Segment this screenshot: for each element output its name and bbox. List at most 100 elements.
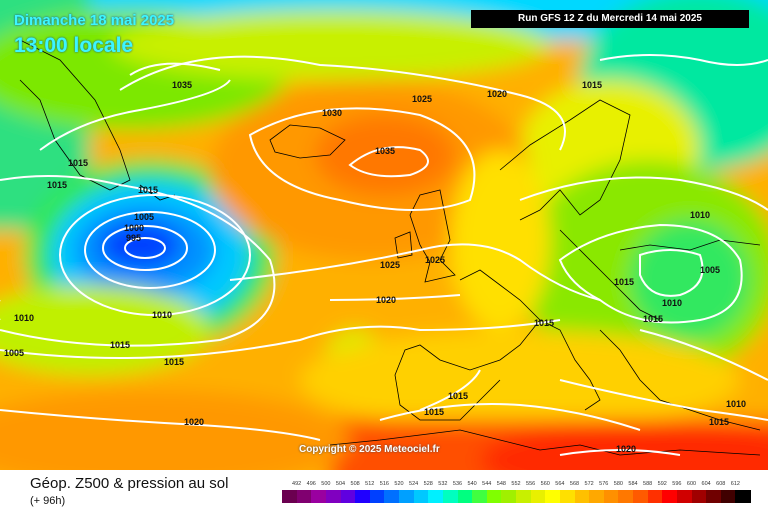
legend-swatch — [384, 490, 400, 503]
legend-swatch — [691, 490, 707, 503]
forecast-lead-time: (+ 96h) — [30, 495, 66, 507]
isobar-label: 1015 — [47, 180, 67, 190]
forecast-date: Dimanche 18 mai 2025 — [14, 12, 175, 29]
isobar-label: 1025 — [380, 260, 400, 270]
legend-tick-label: 612 — [730, 481, 740, 487]
isobar-label: 1000 — [124, 223, 144, 233]
legend-swatch — [413, 490, 429, 503]
isobar-label: 1015 — [164, 357, 184, 367]
legend-tick-labels: 492 496 500 504 508 512 516 520 524 528 532 536 540 5… — [282, 481, 750, 489]
isobar-label: 1015 — [582, 80, 602, 90]
legend-tick-label: 540 — [467, 481, 477, 487]
legend-swatch — [282, 490, 298, 503]
legend-swatch — [647, 490, 663, 503]
isobar-label: 1020 — [184, 417, 204, 427]
isobar-label: 1010 — [690, 210, 710, 220]
legend-tick-label: 592 — [657, 481, 667, 487]
legend-tick-label: 536 — [452, 481, 463, 487]
legend-swatch — [706, 490, 722, 503]
legend-swatch — [369, 490, 385, 503]
isobar-label: 1035 — [172, 80, 192, 90]
isobar-label: 1010 — [662, 298, 682, 308]
legend-swatch — [340, 490, 356, 503]
legend-tick-label: 608 — [716, 481, 726, 487]
legend-tick-label: 564 — [555, 481, 565, 487]
legend-tick-label: 580 — [613, 481, 623, 487]
legend-tick-label: 524 — [409, 481, 419, 487]
isobar-label: 1015 — [448, 391, 468, 401]
isobar-label: 1030 — [322, 108, 342, 118]
isobar-label: 1005 — [134, 212, 154, 222]
legend-swatch — [589, 490, 605, 503]
color-legend — [282, 490, 751, 503]
legend-swatch — [442, 490, 458, 503]
model-run-label: Run GFS 12 Z du Mercredi 14 mai 2025 — [471, 10, 749, 28]
legend-swatch — [457, 490, 473, 503]
isobar-label: 1020 — [376, 295, 396, 305]
isobar-lines — [0, 54, 768, 456]
legend-tick-label: 500 — [321, 481, 331, 487]
legend-swatch — [618, 490, 634, 503]
isobar-label: 1015 — [534, 318, 554, 328]
isobar-label: 1005 — [700, 265, 720, 275]
legend-swatch — [516, 490, 532, 503]
legend-tick-label: 512 — [365, 481, 375, 487]
map-canvas: 1035 1015 1015 1015 1005 1000 995 1030 1… — [0, 0, 768, 470]
legend-swatch — [428, 490, 444, 503]
legend-swatch — [676, 490, 692, 503]
isobar-label: 1015 — [68, 158, 88, 168]
forecast-time: 13:00 locale — [14, 34, 134, 57]
legend-tick-label: 600 — [686, 481, 697, 487]
legend-tick-label: 568 — [569, 481, 580, 487]
legend-swatch — [574, 490, 590, 503]
isobar-label: 1025 — [425, 255, 445, 265]
legend-swatch — [486, 490, 502, 503]
isobar-label: 1015 — [424, 407, 444, 417]
copyright-notice: Copyright © 2025 Meteociel.fr — [299, 444, 440, 455]
weather-map: 1035 1015 1015 1015 1005 1000 995 1030 1… — [0, 0, 768, 470]
legend-swatch — [311, 490, 327, 503]
legend-tick-label: 572 — [584, 481, 594, 487]
legend-swatch — [559, 490, 575, 503]
legend-tick-label: 528 — [423, 481, 433, 487]
legend-swatch — [296, 490, 312, 503]
legend-swatch — [662, 490, 678, 503]
legend-tick-label: 552 — [511, 481, 521, 487]
legend-tick-label: 504 — [335, 481, 346, 487]
legend-tick-label: 560 — [540, 481, 550, 487]
isobar-label: 1010 — [726, 399, 746, 409]
legend-swatch — [472, 490, 488, 503]
legend-swatch — [530, 490, 546, 503]
legend-swatch — [720, 490, 736, 503]
isobar-label: 1005 — [4, 348, 24, 358]
isobar-label: 1010 — [152, 310, 172, 320]
isobar-label: 1020 — [616, 444, 636, 454]
legend-swatch — [325, 490, 341, 503]
map-title: Géop. Z500 & pression au sol — [30, 475, 229, 492]
legend-swatch — [545, 490, 561, 503]
legend-tick-label: 576 — [599, 481, 609, 487]
legend-tick-label: 520 — [394, 481, 404, 487]
legend-tick-label: 492 — [292, 481, 302, 487]
legend-tick-label: 556 — [526, 481, 536, 487]
isobar-label: 995 — [126, 233, 141, 243]
isobar-label: 1025 — [412, 94, 432, 104]
legend-swatch — [355, 490, 371, 503]
legend-swatch — [735, 490, 751, 503]
isobar-label: 1015 — [138, 185, 158, 195]
legend-swatch — [501, 490, 517, 503]
legend-tick-label: 596 — [672, 481, 682, 487]
isobar-label: 1010 — [14, 313, 34, 323]
isobar-label: 1015 — [643, 314, 663, 324]
legend-tick-label: 604 — [701, 481, 711, 487]
isobar-labels: 1035 1015 1015 1015 1005 1000 995 1030 1… — [4, 80, 746, 454]
coastlines — [19, 39, 761, 456]
legend-swatch — [633, 490, 649, 503]
map-footer: Géop. Z500 & pression au sol (+ 96h) 492… — [0, 470, 768, 512]
legend-tick-label: 544 — [482, 481, 492, 487]
legend-tick-label: 532 — [438, 481, 448, 487]
legend-swatch — [603, 490, 619, 503]
legend-tick-label: 516 — [379, 481, 389, 487]
legend-tick-label: 588 — [643, 481, 653, 487]
legend-tick-label: 496 — [306, 481, 316, 487]
